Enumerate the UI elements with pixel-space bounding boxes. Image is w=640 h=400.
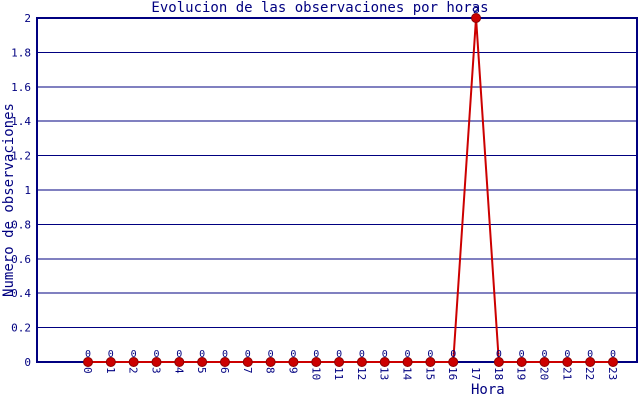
data-point-marker [219, 357, 230, 367]
x-tick-label: 9 [286, 367, 299, 374]
x-tick-label: 23 [606, 367, 619, 380]
y-axis-title: Numero de observaciones [1, 103, 17, 297]
x-tick-label: 7 [241, 367, 254, 374]
x-tick-label: 21 [560, 367, 573, 380]
x-axis-title: Hora [471, 382, 505, 398]
x-tick-label: 18 [492, 367, 505, 380]
point-value-label: 0 [564, 349, 570, 360]
x-tick-label: 6 [218, 367, 231, 374]
point-value-label: 0 [222, 349, 228, 360]
point-value-label: 0 [336, 349, 342, 360]
data-point-marker [265, 357, 276, 367]
point-value-label: 0 [359, 349, 365, 360]
point-value-label: 0 [245, 349, 251, 360]
y-axis-title-container: Numero de observaciones [1, 95, 17, 305]
data-point-marker [288, 357, 299, 367]
data-point-marker [242, 357, 253, 367]
data-point-marker [585, 357, 596, 367]
data-point-marker [425, 357, 436, 367]
point-value-label: 0 [199, 349, 205, 360]
data-point-marker [334, 357, 345, 367]
y-tick-label: 0.6 [11, 253, 31, 266]
data-point-marker [83, 357, 93, 367]
y-tick-label: 1.4 [11, 115, 31, 128]
y-tick-label: 2 [24, 12, 31, 25]
point-value-label: 0 [85, 349, 91, 360]
point-value-label: 0 [450, 349, 456, 360]
x-tick-label: 15 [423, 367, 436, 380]
point-value-label: 0 [131, 349, 137, 360]
x-tick-label: 3 [149, 367, 162, 374]
point-value-label: 0 [519, 349, 525, 360]
y-tick-label: 1.2 [11, 150, 31, 163]
x-tick-label: 5 [195, 367, 208, 374]
x-tick-label: 4 [172, 367, 185, 374]
point-value-label: 0 [268, 349, 274, 360]
x-tick-label: 11 [332, 367, 345, 380]
data-point-marker [493, 357, 504, 367]
point-value-label: 0 [108, 349, 114, 360]
point-value-label: 0 [610, 349, 616, 360]
data-point-marker [174, 357, 185, 367]
point-value-label: 0 [405, 349, 411, 360]
y-tick-label: 0.2 [11, 322, 31, 335]
y-tick-label: 1.6 [11, 81, 31, 94]
data-point-marker [197, 357, 208, 367]
data-point-marker [311, 357, 322, 367]
data-point-marker [471, 13, 482, 23]
y-tick-label: 0.4 [11, 287, 31, 300]
point-value-label: 0 [496, 349, 502, 360]
data-point-marker [562, 357, 573, 367]
point-value-label: 0 [176, 349, 182, 360]
point-value-label: 0 [313, 349, 319, 360]
chart-title: Evolucion de las observaciones por horas [151, 0, 489, 16]
y-tick-label: 0 [24, 356, 31, 369]
point-value-label: 2 [473, 5, 479, 16]
x-tick-label: 12 [355, 367, 368, 380]
x-tick-label: 10 [309, 367, 322, 380]
data-point-marker [151, 357, 162, 367]
point-value-label: 0 [427, 349, 433, 360]
y-tick-label: 1 [24, 184, 31, 197]
x-tick-label: 17 [469, 367, 482, 380]
x-tick-label: 20 [538, 367, 551, 380]
y-tick-label: 0.8 [11, 218, 31, 231]
data-point-marker [448, 357, 459, 367]
point-value-label: 0 [153, 349, 159, 360]
x-tick-label: 1 [104, 367, 117, 374]
x-tick-label: 0 [81, 367, 94, 374]
data-point-marker [539, 357, 550, 367]
data-point-marker [105, 357, 116, 367]
point-value-label: 0 [290, 349, 296, 360]
data-point-marker [402, 357, 413, 367]
x-tick-label: 16 [446, 367, 459, 380]
point-value-label: 0 [382, 349, 388, 360]
data-point-marker [379, 357, 390, 367]
y-tick-label: 1.8 [11, 46, 31, 59]
data-point-marker [516, 357, 527, 367]
x-tick-label: 22 [583, 367, 596, 380]
x-tick-label: 14 [401, 367, 414, 381]
x-tick-label: 8 [264, 367, 277, 374]
x-tick-label: 19 [515, 367, 528, 380]
point-value-label: 0 [587, 349, 593, 360]
data-point-marker [128, 357, 139, 367]
x-tick-label: 13 [378, 367, 391, 380]
point-value-label: 0 [542, 349, 548, 360]
data-point-marker [608, 357, 618, 367]
data-point-marker [356, 357, 367, 367]
x-tick-label: 2 [127, 367, 140, 374]
